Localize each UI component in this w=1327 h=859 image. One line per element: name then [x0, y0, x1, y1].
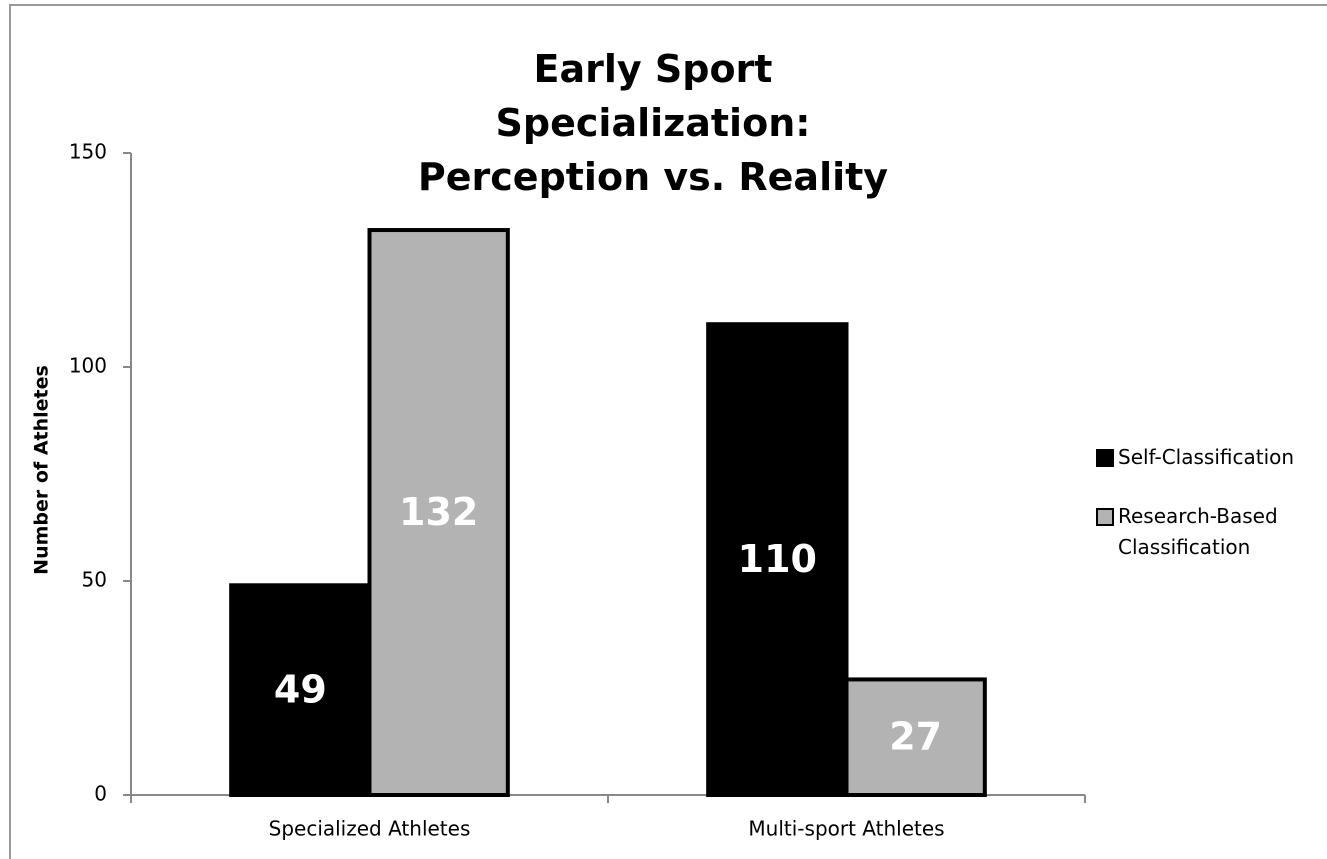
y-tick-label: 0: [94, 782, 107, 806]
value-label: 132: [399, 490, 478, 534]
x-tick-label: Specialized Athletes: [269, 817, 471, 841]
value-label: 110: [738, 537, 817, 581]
bar: [844, 677, 987, 797]
legend-label: Research-Based Classification: [1118, 504, 1278, 559]
y-tick-label: 100: [69, 354, 107, 378]
value-label: 27: [889, 715, 942, 759]
y-tick-label: 150: [69, 140, 107, 164]
y-axis-label: Number of Athletes: [31, 365, 53, 575]
legend-label: Self-Classification: [1118, 445, 1295, 469]
legend-swatch: [1096, 508, 1114, 526]
bar: [706, 322, 849, 797]
bar: [367, 228, 510, 798]
value-label: 49: [274, 668, 327, 712]
chart-border: [9, 4, 1327, 859]
legend-swatch: [1096, 449, 1114, 467]
x-tick-label: Multi-sport Athletes: [748, 817, 944, 841]
chart-title: Early Sport Specialization: Perception v…: [417, 47, 889, 199]
legend-item: Self-Classification: [1096, 442, 1308, 473]
bar: [229, 583, 372, 798]
legend-item: Research-Based Classification: [1096, 501, 1308, 563]
y-tick-label: 50: [82, 568, 107, 592]
